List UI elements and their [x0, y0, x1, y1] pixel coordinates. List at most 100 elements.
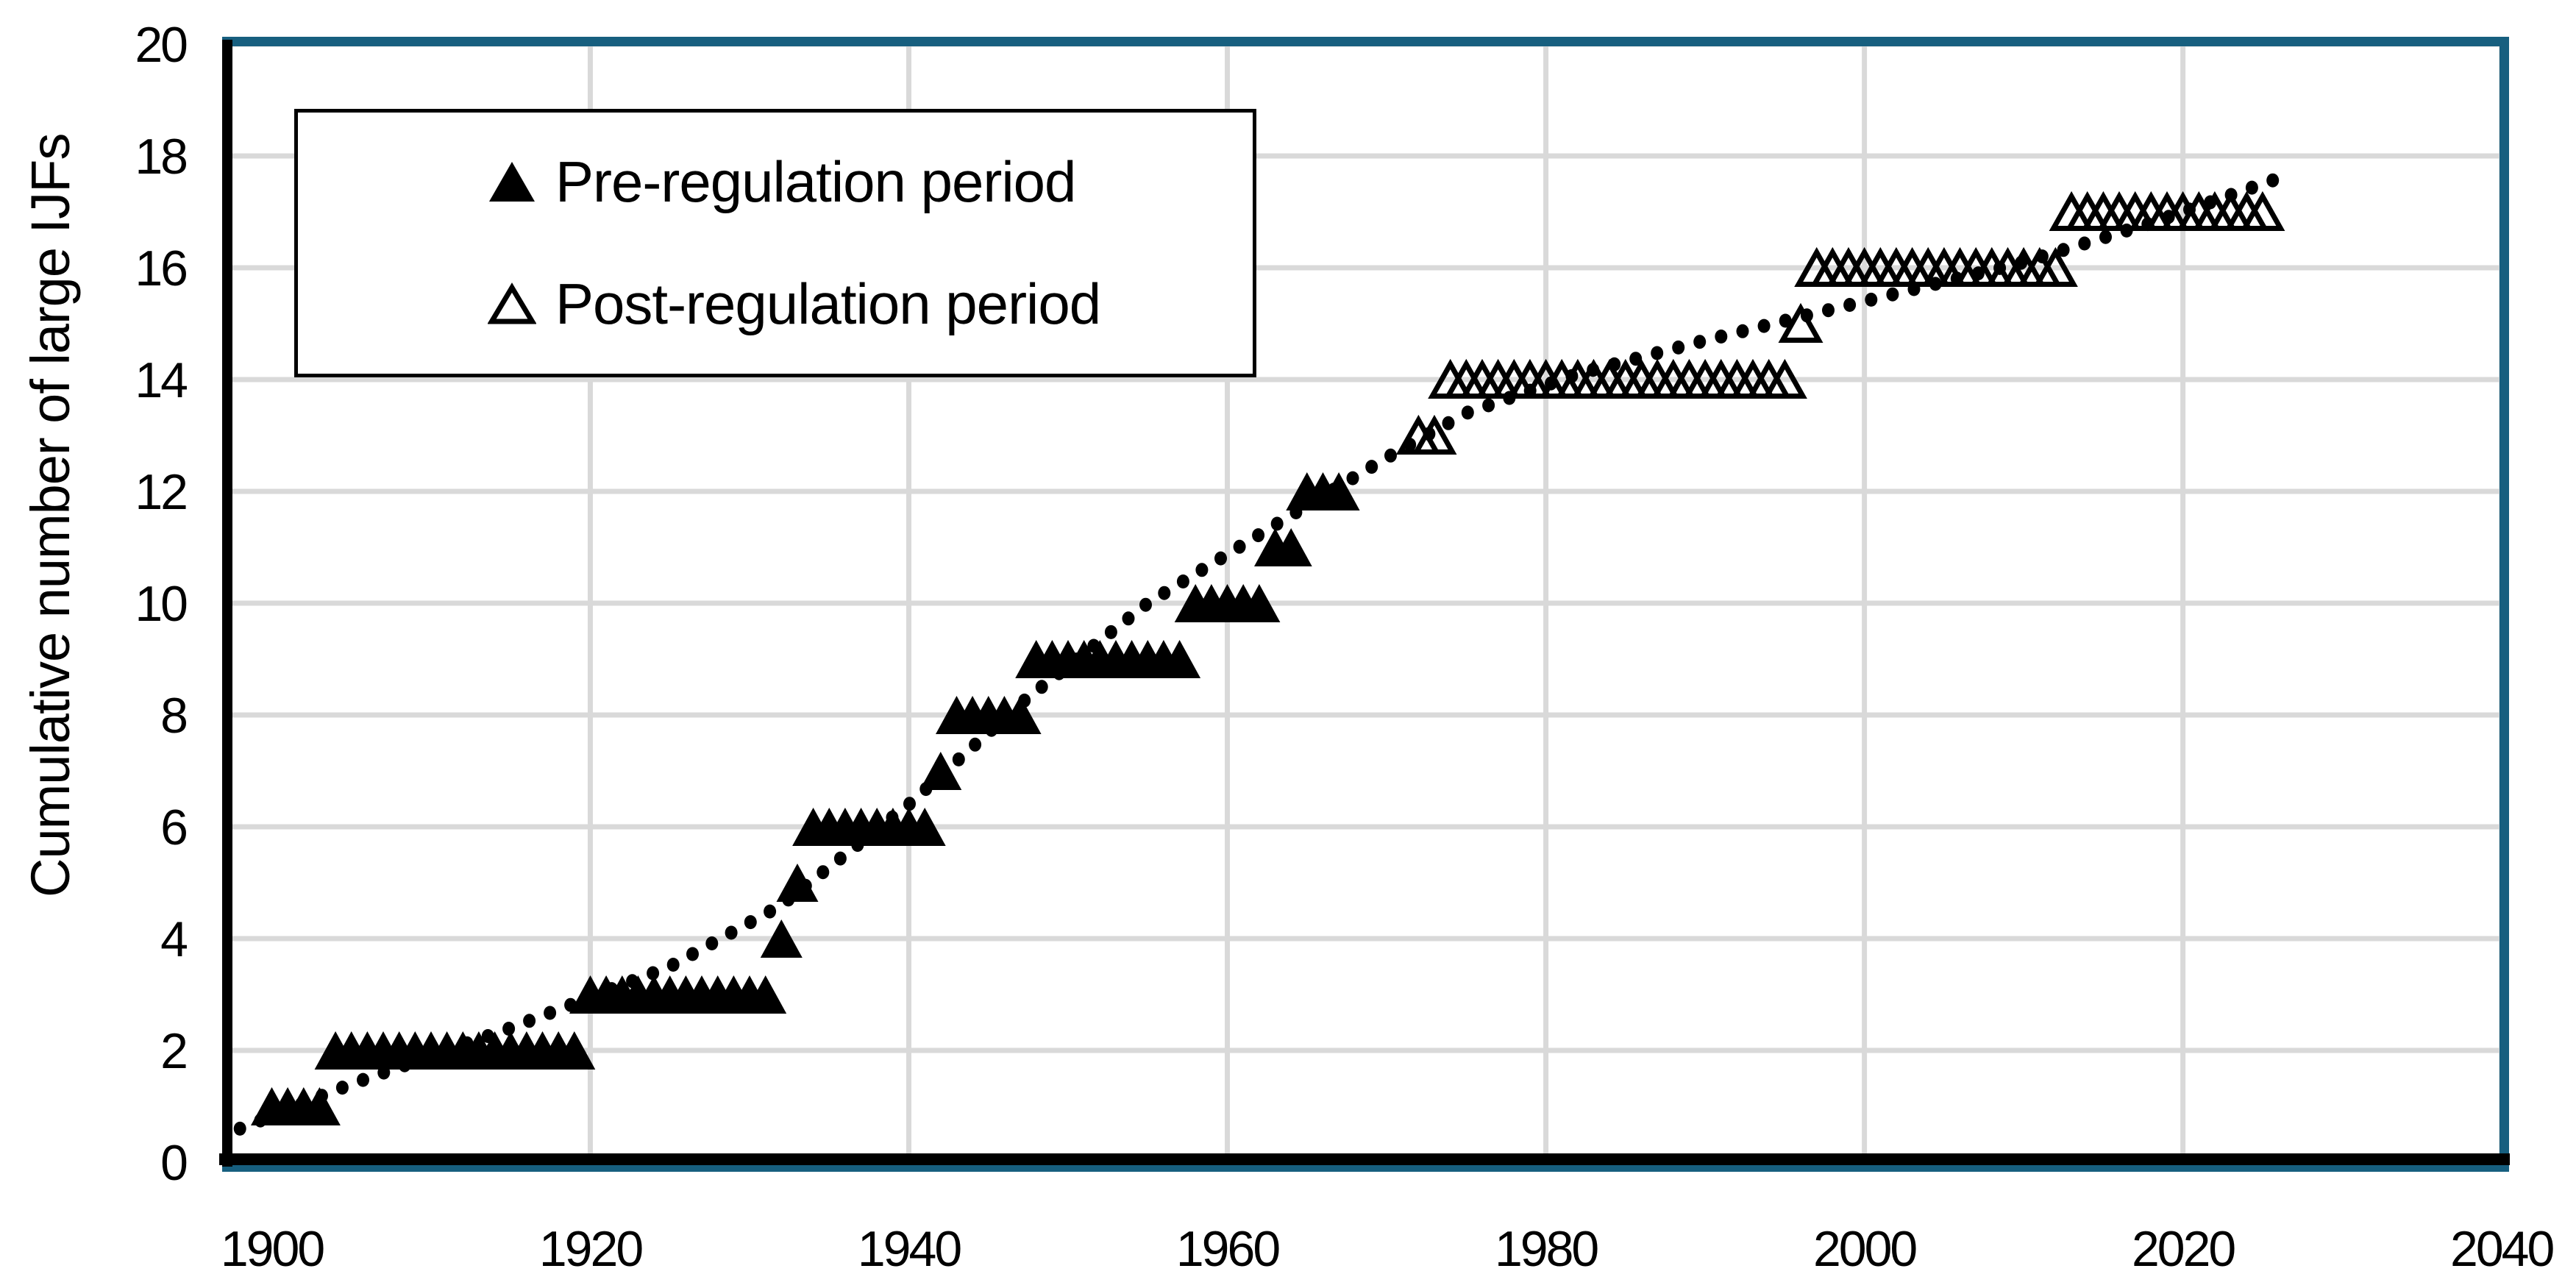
trend-dot [1158, 586, 1171, 600]
trend-dot [969, 737, 982, 752]
x-tick-label: 1960 [1176, 1221, 1279, 1277]
trend-dot [744, 915, 757, 930]
x-tick-label: 1940 [858, 1221, 961, 1277]
trend-dot [1176, 574, 1189, 588]
trend-dot [233, 1121, 246, 1136]
trend-dot [2099, 230, 2112, 244]
pre-regulation-marker [1238, 584, 1281, 622]
y-tick-label: 16 [135, 241, 186, 296]
trend-dot [1672, 340, 1685, 355]
trend-dot [1822, 303, 1835, 318]
trend-dot [903, 797, 916, 811]
y-tick-label: 10 [135, 576, 187, 632]
pre-regulation-marker [1159, 640, 1201, 678]
legend-label-post-regulation: Post-regulation period [555, 271, 1101, 336]
pre-regulation-marker [1317, 472, 1360, 510]
post-regulation-marker [2240, 191, 2285, 231]
y-tick-label: 14 [135, 352, 187, 408]
trend-dot [764, 904, 777, 919]
trend-dot [2057, 243, 2070, 257]
trend-dot [1252, 528, 1265, 543]
trend-dot [816, 865, 830, 880]
trend-dot [1779, 313, 1792, 328]
x-tick-label: 1900 [221, 1221, 324, 1277]
pre-regulation-marker [999, 696, 1042, 734]
trend-dot [686, 947, 699, 961]
trend-dot [1384, 448, 1397, 463]
y-tick-label: 18 [135, 129, 186, 185]
series-post-regulation [1395, 191, 2285, 455]
trend-dot [1233, 539, 1246, 554]
trend-dot [1757, 319, 1771, 333]
trend-dot [1651, 346, 1664, 360]
y-tick-label: 12 [135, 464, 186, 520]
post-regulation-marker [1778, 302, 1824, 343]
trend-dot [1270, 516, 1284, 531]
x-axis-line [219, 1153, 2510, 1165]
trend-dot [1736, 324, 1749, 338]
trend-dot [1104, 625, 1117, 639]
pre-regulation-marker [760, 919, 803, 958]
trend-dot [335, 1081, 349, 1095]
trend-dot [2266, 173, 2280, 188]
trend-dot [1035, 680, 1048, 694]
post-regulation-marker [1412, 414, 1457, 455]
plot-border-top [222, 37, 2509, 46]
pre-regulation-marker [744, 975, 787, 1014]
trend-dot [952, 752, 965, 766]
plot-border-right [2499, 37, 2509, 1172]
trend-dot [1214, 551, 1227, 566]
trend-dot [523, 1014, 536, 1028]
trend-dot [544, 1006, 557, 1020]
open-triangle-icon [488, 282, 536, 324]
trend-dot [1346, 471, 1359, 485]
legend: Pre-regulation period Post-regulation pe… [294, 109, 1256, 377]
y-tick-label: 6 [160, 800, 186, 855]
y-tick-label: 20 [135, 17, 187, 73]
pre-regulation-marker [919, 752, 962, 790]
pre-regulation-marker [776, 864, 819, 902]
trend-dot [705, 936, 719, 950]
trend-dot [357, 1072, 369, 1087]
trend-dot [2245, 180, 2258, 195]
y-tick-label: 4 [160, 911, 187, 967]
trend-dot [725, 925, 738, 940]
trend-dot [1482, 398, 1495, 413]
trend-dot [666, 958, 680, 972]
trend-dot [647, 966, 660, 981]
pre-regulation-marker [553, 1031, 596, 1070]
trend-dot [2078, 236, 2091, 251]
x-tick-label: 2000 [1813, 1221, 1916, 1277]
trend-dot [1442, 416, 1455, 430]
trend-dot [833, 851, 847, 866]
x-tick-label: 2020 [2132, 1221, 2235, 1277]
series-pre-regulation [251, 472, 1360, 1125]
x-tick-label: 2040 [2450, 1221, 2553, 1277]
trend-dot [1122, 611, 1135, 626]
y-tick-label: 0 [160, 1135, 187, 1191]
trend-dot [502, 1022, 516, 1036]
axis-lines [219, 40, 2510, 1167]
trend-dot [1693, 335, 1707, 349]
y-tick-label: 8 [160, 688, 186, 744]
pre-regulation-marker [298, 1087, 341, 1125]
post-regulation-marker [2032, 246, 2078, 287]
trend-dot [1715, 330, 1728, 344]
y-tick-label: 2 [160, 1023, 186, 1079]
trend-dot [1461, 405, 1474, 420]
trend-dot [1865, 292, 1878, 307]
legend-label-pre-regulation: Pre-regulation period [555, 149, 1076, 214]
trend-dot [1629, 352, 1643, 366]
trend-dot [1365, 460, 1378, 474]
legend-entry-pre-regulation: Pre-regulation period [488, 138, 1076, 226]
pre-regulation-marker [1270, 528, 1312, 566]
x-tick-label: 1920 [539, 1221, 642, 1277]
legend-entry-post-regulation: Post-regulation period [488, 260, 1101, 348]
pre-regulation-marker [903, 808, 946, 846]
x-tick-label: 1980 [1495, 1221, 1598, 1277]
trend-dot [1843, 298, 1857, 312]
trend-dot [1886, 287, 1899, 302]
y-axis-title: Cumulative number of large IJFs [20, 133, 81, 897]
